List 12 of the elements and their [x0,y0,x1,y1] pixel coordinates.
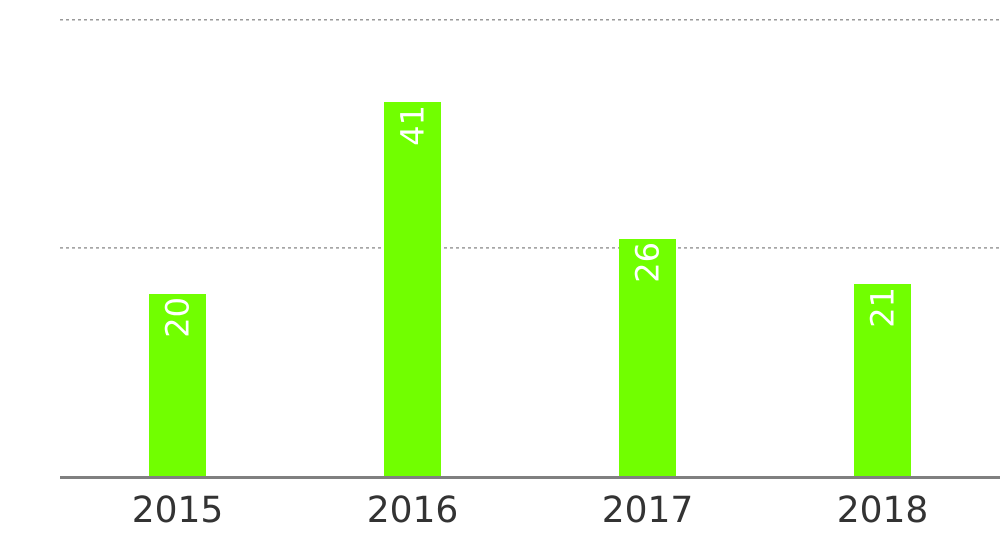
x-tick-label: 2017 [602,490,694,532]
bar [619,239,676,476]
x-tick-label: 2015 [132,490,224,532]
x-tick-label: 2018 [836,490,928,532]
data-label: 26 [628,242,666,283]
bar [149,294,206,476]
bar [384,102,441,476]
bar [854,284,911,476]
data-label: 21 [864,287,902,328]
data-label: 41 [394,105,432,146]
x-tick-label: 2016 [366,490,458,532]
data-label: 20 [158,297,196,338]
